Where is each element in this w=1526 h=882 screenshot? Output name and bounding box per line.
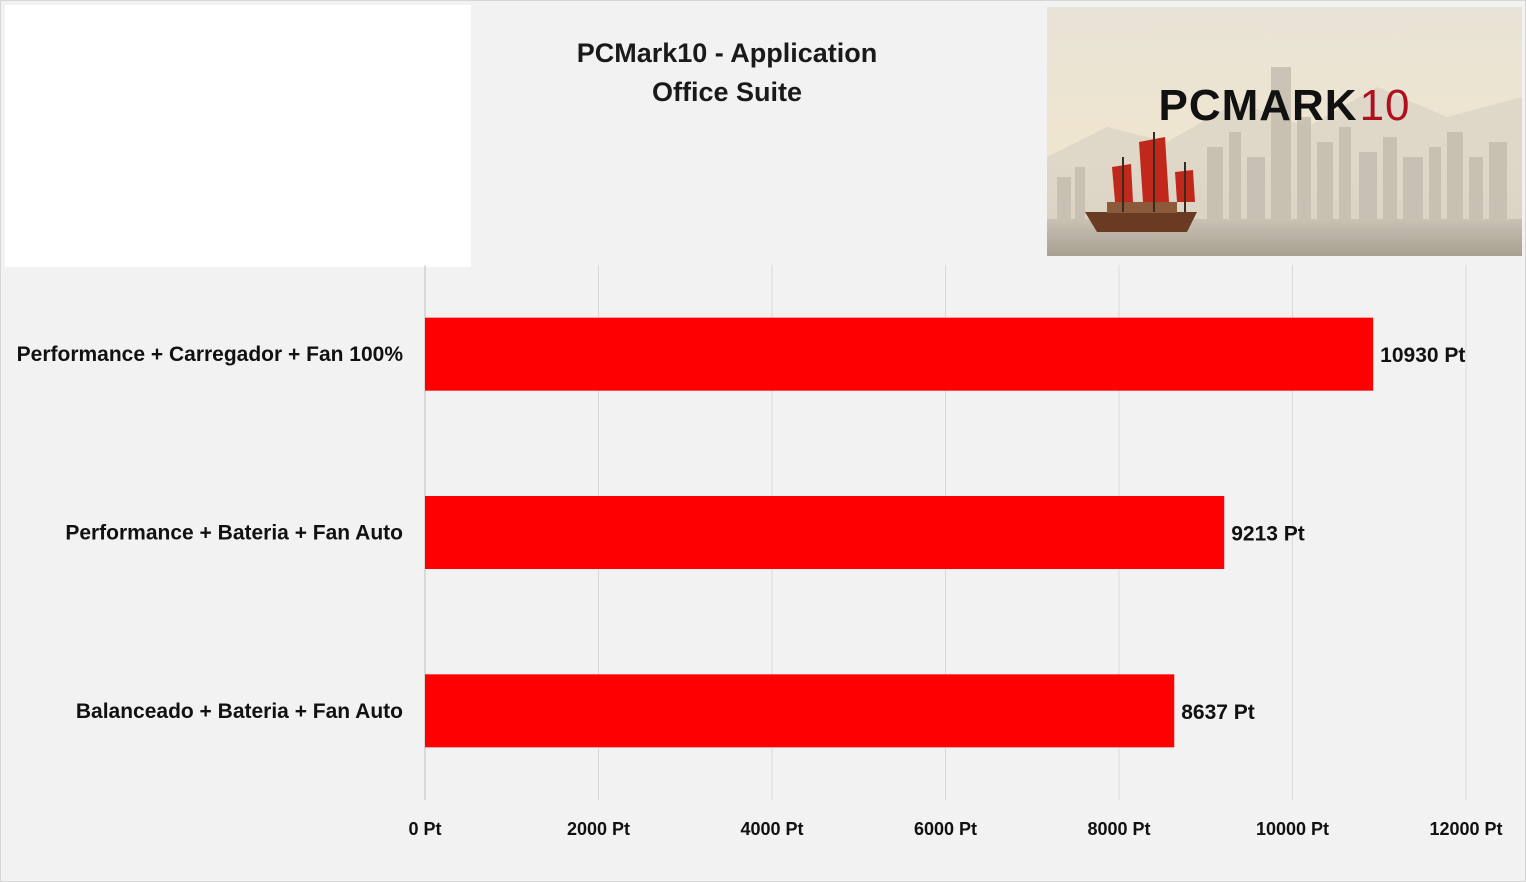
category-labels: Performance + Carregador + Fan 100% Perfo… xyxy=(17,343,404,723)
pcmark10-logo-image xyxy=(1047,7,1522,256)
chart-title-line-2: Office Suite xyxy=(651,77,803,107)
value-labels: 10930 Pt 9213 Pt 8637 Pt xyxy=(1181,344,1465,724)
blank-panel xyxy=(5,5,471,267)
junk-boat-icon xyxy=(1085,132,1197,232)
x-axis-ticks: 0 Pt 2000 Pt 4000 Pt 6000 Pt 8000 Pt 10000 Pt… xyxy=(408,819,1502,839)
x-tick-label: 0 Pt xyxy=(408,819,441,839)
category-label: Performance + Bateria + Fan Auto xyxy=(65,522,403,545)
bars xyxy=(425,317,1374,748)
x-tick-label: 10000 Pt xyxy=(1256,819,1329,839)
data-label: 9213 Pt xyxy=(1231,523,1305,546)
logo-text-main: PCMARK xyxy=(1158,81,1358,130)
category-label: Performance + Carregador + Fan 100% xyxy=(17,343,404,366)
data-label: 8637 Pt xyxy=(1181,701,1255,724)
pcmark10-logo-text: PCMARK10 xyxy=(1047,81,1522,131)
bar xyxy=(425,317,1374,391)
category-label: Balanceado + Bateria + Fan Auto xyxy=(76,700,403,723)
bar xyxy=(425,674,1175,748)
data-label: 10930 Pt xyxy=(1380,344,1465,367)
x-tick-label: 12000 Pt xyxy=(1429,819,1502,839)
harbor-skyline-illustration xyxy=(1047,7,1522,256)
x-tick-label: 4000 Pt xyxy=(740,819,803,839)
x-tick-label: 8000 Pt xyxy=(1087,819,1150,839)
chart-title-line-1: PCMark10 - Application xyxy=(576,38,878,68)
logo-text-number: 10 xyxy=(1359,81,1411,130)
x-tick-label: 2000 Pt xyxy=(567,819,630,839)
bar xyxy=(425,496,1225,569)
x-tick-label: 6000 Pt xyxy=(914,819,977,839)
